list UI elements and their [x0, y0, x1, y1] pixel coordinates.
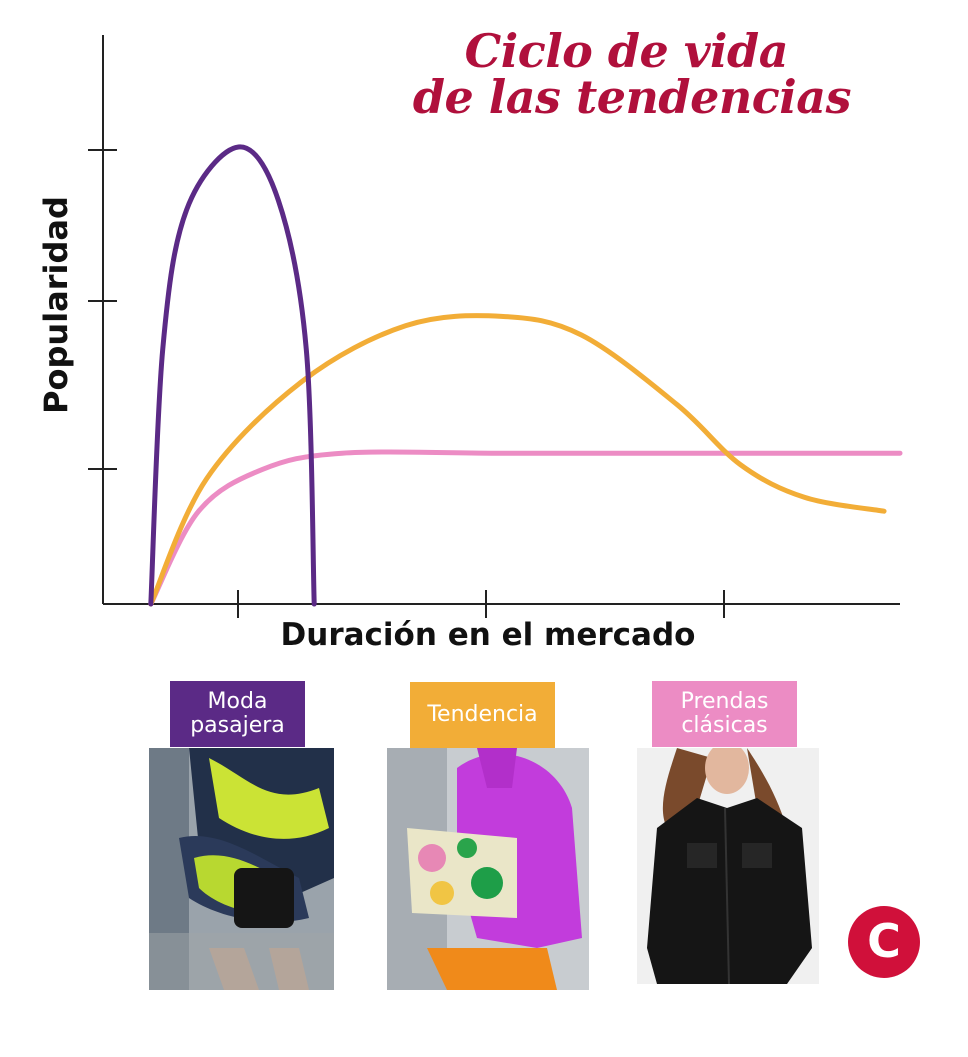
series-lines — [148, 144, 903, 607]
brand-logo: C — [847, 905, 921, 979]
chart — [88, 35, 903, 618]
legend-classic: Prendas clásicas — [652, 681, 797, 747]
title-line-2: de las tendencias — [412, 70, 852, 124]
axes — [88, 35, 900, 618]
legend-fad: Moda pasajera — [170, 681, 305, 747]
title-line-1: Ciclo de vida — [464, 24, 789, 78]
photo-classic — [637, 748, 819, 984]
logo-letter: C — [867, 914, 901, 968]
x-axis-label: Duración en el mercado — [280, 617, 696, 653]
photo-trend — [387, 748, 589, 990]
photo-fad — [149, 748, 334, 990]
legend-trend: Tendencia — [410, 682, 555, 748]
series-line-classic — [148, 449, 903, 607]
series-line-trend — [148, 313, 887, 607]
y-axis-label: Popularidad — [37, 196, 75, 414]
series-line-fad — [148, 144, 317, 607]
